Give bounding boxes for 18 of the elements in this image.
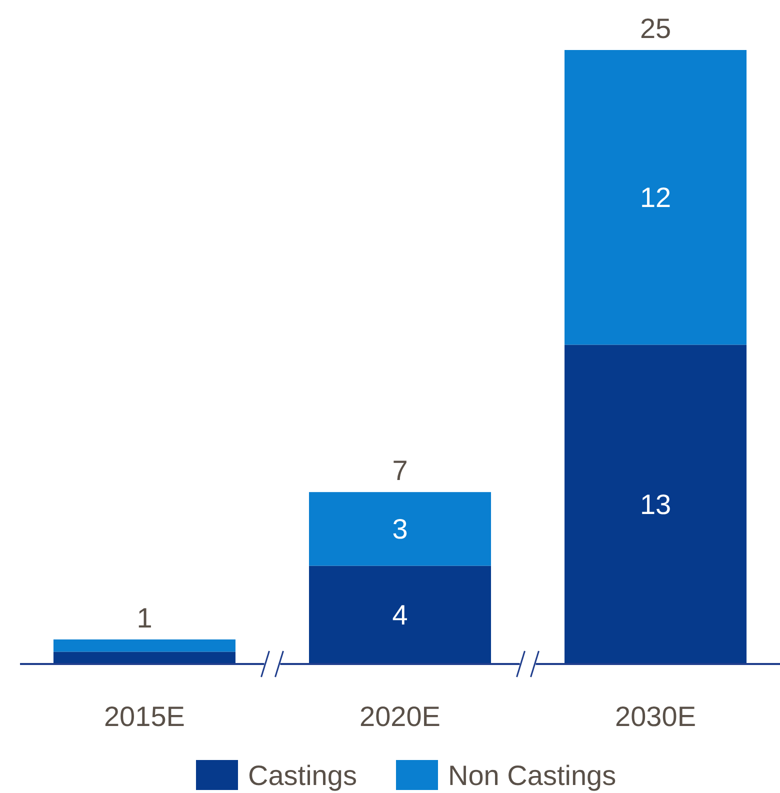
data-label: 12 bbox=[640, 182, 672, 214]
x-tick-label: 2015E bbox=[104, 701, 185, 732]
bar bbox=[53, 652, 236, 664]
bar bbox=[308, 566, 492, 664]
data-label: 3 bbox=[392, 514, 408, 545]
legend-label: Non Castings bbox=[448, 760, 616, 791]
data-label: 4 bbox=[392, 600, 408, 631]
total-label: 1 bbox=[136, 602, 152, 634]
x-tick-label: 2030E bbox=[615, 701, 696, 732]
bar bbox=[53, 639, 236, 652]
bar bbox=[564, 344, 747, 664]
total-label: 7 bbox=[392, 455, 408, 486]
data-label: 13 bbox=[640, 489, 672, 520]
legend-label: Castings bbox=[248, 760, 357, 791]
total-label: 25 bbox=[640, 13, 672, 44]
bar bbox=[308, 492, 492, 566]
bar bbox=[564, 50, 747, 345]
x-tick-label: 2020E bbox=[360, 701, 440, 732]
